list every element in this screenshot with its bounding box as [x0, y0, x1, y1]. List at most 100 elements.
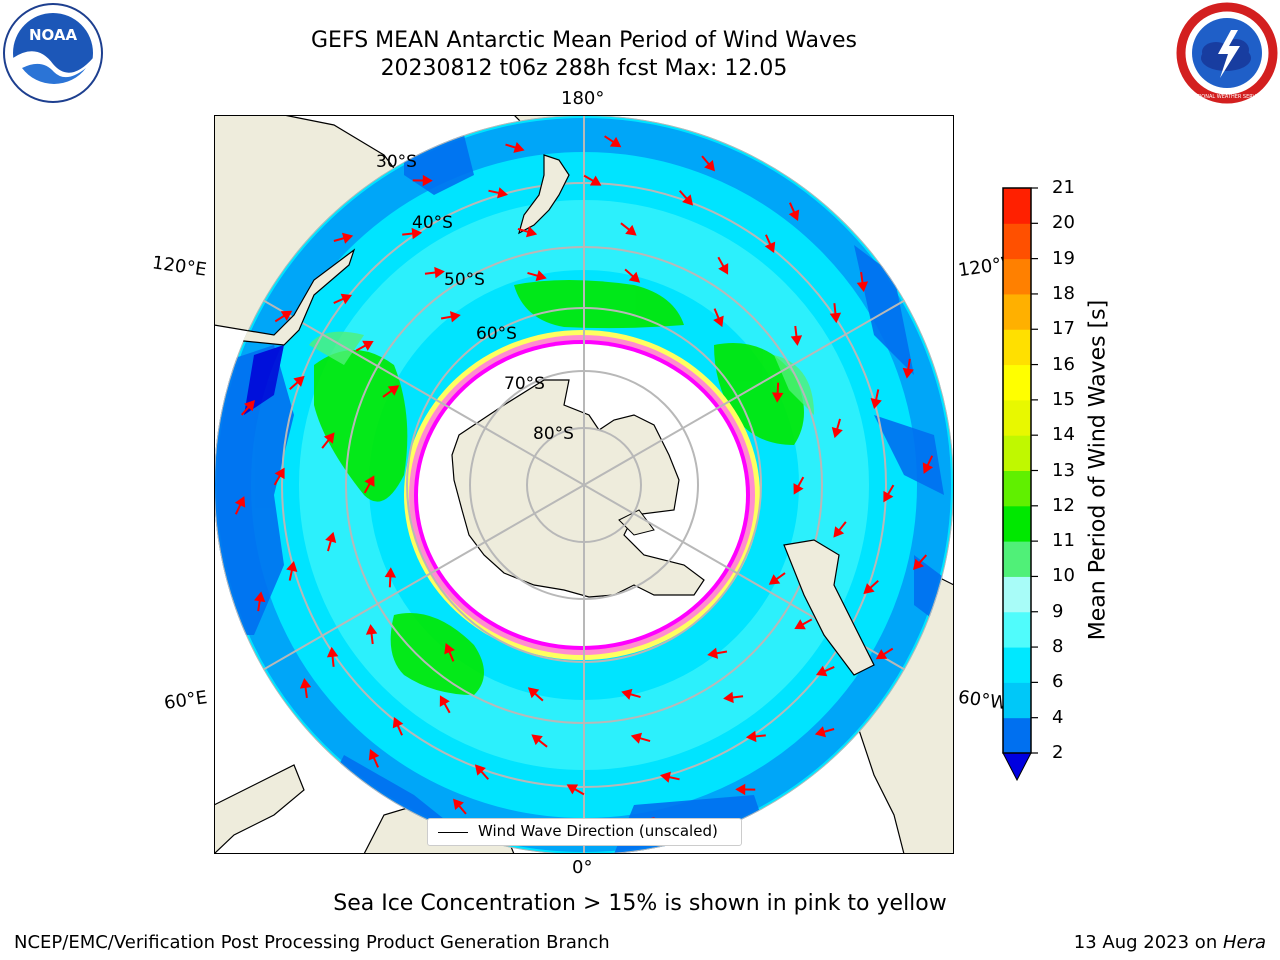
colorbar-segment — [1003, 611, 1031, 648]
colorbar-segment — [1003, 329, 1031, 366]
colorbar — [1002, 187, 1038, 782]
colorbar-segment — [1003, 188, 1031, 224]
colorbar-segment — [1003, 505, 1031, 542]
colorbar-label: Mean Period of Wind Waves [s] — [1085, 299, 1111, 641]
colorbar-segment — [1003, 399, 1031, 436]
colorbar-tick-label: 19 — [1052, 247, 1075, 269]
wave-arrow-head — [513, 141, 525, 153]
wave-arrow-head — [764, 241, 776, 254]
wave-arrow-head — [790, 335, 803, 346]
lat-label-50s: 50°S — [444, 270, 485, 290]
lat-label-60s: 60°S — [476, 324, 517, 344]
colorbar-segment — [1003, 470, 1031, 507]
footer-date: 13 Aug 2023 on Hera — [1074, 932, 1266, 953]
wave-arrow-head — [497, 187, 509, 199]
wave-arrow-head — [628, 271, 641, 283]
lon-label-0: 0° — [572, 857, 593, 878]
wave-arrow-head — [444, 642, 455, 655]
wave-arrow-head — [286, 560, 298, 572]
wave-arrow-head — [829, 312, 842, 324]
wave-arrow-head — [913, 558, 924, 571]
legend-line-sample — [438, 832, 468, 833]
wave-arrow-head — [768, 574, 781, 585]
noaa-logo-text: NOAA — [29, 26, 78, 44]
colorbar-tick-label: 18 — [1052, 282, 1075, 304]
wave-arrow-head — [609, 136, 622, 148]
wave-arrow-head — [870, 398, 882, 410]
colorbar-tick-label: 16 — [1052, 353, 1075, 375]
wave-arrow-head — [718, 263, 729, 275]
colorbar-segment — [1003, 576, 1031, 613]
wave-arrow-head — [384, 567, 397, 578]
wave-arrow-head — [621, 688, 633, 700]
wave-arrow-head — [326, 646, 339, 658]
colorbar-tick-label: 9 — [1052, 600, 1064, 622]
footer-date-text: 13 Aug 2023 on — [1073, 932, 1223, 953]
wave-arrow-head — [589, 175, 602, 186]
colorbar-tick-label: 12 — [1052, 494, 1075, 516]
wave-arrow-head — [293, 375, 305, 387]
wave-arrow-head — [365, 624, 378, 635]
colorbar-tick-label: 10 — [1052, 565, 1075, 587]
wave-arrow-head — [535, 270, 547, 282]
wave-arrow-head — [856, 281, 869, 292]
colorbar-segment — [1003, 258, 1031, 295]
wave-arrow-head — [875, 649, 888, 660]
wave-arrow-head — [325, 531, 337, 544]
colorbar-segment — [1003, 541, 1031, 577]
wave-arrow-head — [788, 209, 800, 222]
wave-arrow-head — [713, 315, 724, 328]
wave-arrow-head — [434, 266, 445, 279]
colorbar-segment — [1003, 682, 1031, 719]
wave-arrow-head — [566, 784, 579, 795]
colorbar-tick-label: 11 — [1052, 530, 1075, 552]
lat-label-80s: 80°S — [533, 424, 574, 444]
wave-arrow-head — [814, 726, 827, 738]
map-legend: Wind Wave Direction (unscaled) — [427, 818, 742, 846]
colorbar-tick-label: 15 — [1052, 388, 1075, 410]
wave-arrow-head — [340, 293, 353, 305]
wave-arrow-head — [682, 194, 694, 206]
colorbar-tick-label: 13 — [1052, 459, 1075, 481]
wave-arrow-head — [723, 691, 734, 704]
wave-arrow-head — [630, 732, 643, 744]
noaa-logo: NOAA — [3, 3, 103, 103]
wave-arrow-head — [625, 224, 637, 236]
colorbar-tick-label: 20 — [1052, 212, 1075, 234]
wave-arrow-head — [531, 734, 543, 746]
sea-ice-note: Sea Ice Concentration > 15% is shown in … — [333, 891, 947, 916]
colorbar-segment — [1003, 647, 1031, 683]
colorbar-segment — [1003, 293, 1031, 330]
wave-arrow-head — [254, 591, 266, 603]
lat-label-70s: 70°S — [504, 374, 545, 394]
colorbar-tick-label: 14 — [1052, 424, 1075, 446]
wave-arrow-head — [815, 665, 828, 677]
lon-label-60e: 60°E — [162, 687, 209, 714]
wave-arrow-head — [771, 392, 784, 403]
wave-arrow-head — [387, 385, 400, 396]
wave-arrow-head — [735, 783, 746, 796]
wave-arrow-head — [323, 432, 335, 444]
chart-subtitle: 20230812 t06z 288h fcst Max: 12.05 — [380, 56, 788, 81]
wave-arrow-head — [392, 716, 404, 729]
wave-arrow-head — [341, 232, 354, 244]
colorbar-segment — [1003, 364, 1031, 401]
wave-arrow-head — [831, 426, 843, 439]
wave-arrow-head — [833, 526, 845, 538]
wave-arrow-head — [474, 764, 486, 776]
wave-arrow-head — [745, 730, 757, 743]
wave-arrow-head — [704, 160, 715, 172]
wave-arrow-head — [659, 771, 671, 783]
wave-arrow-head — [368, 748, 380, 761]
nws-logo-text: NATIONAL WEATHER SERVICE — [1190, 94, 1264, 100]
wave-arrow-head — [794, 619, 806, 630]
footer-machine: Hera — [1222, 932, 1266, 953]
colorbar-segment — [1003, 223, 1031, 260]
wave-arrow-head — [362, 340, 374, 351]
colorbar-segment — [1003, 435, 1031, 471]
wave-arrow-head — [883, 490, 894, 503]
lon-label-120e: 120°E — [150, 252, 208, 281]
wave-arrow-head — [863, 583, 875, 595]
wave-arrow-head — [422, 174, 433, 187]
wave-arrow-head — [274, 467, 285, 480]
